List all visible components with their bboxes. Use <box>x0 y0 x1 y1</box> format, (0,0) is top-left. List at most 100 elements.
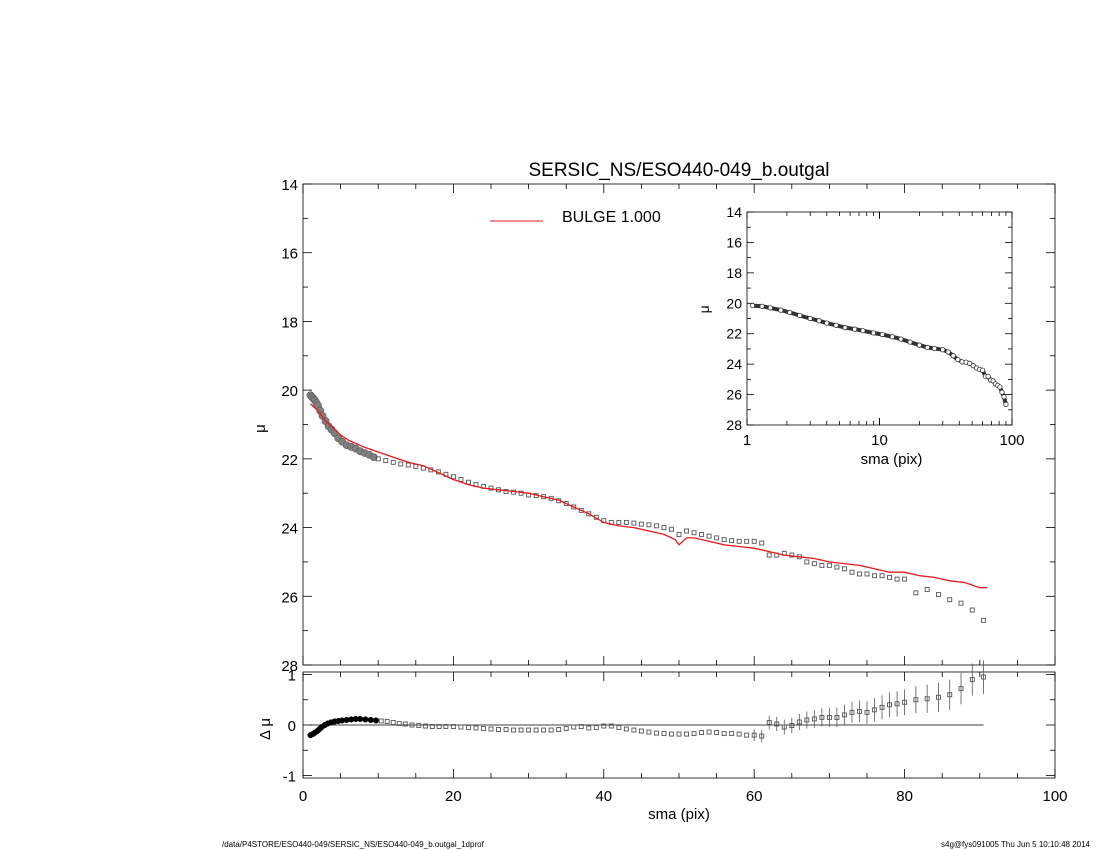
inset-data-point <box>759 303 765 309</box>
residual-point <box>409 722 415 728</box>
residual-point <box>533 727 539 733</box>
main-data-point <box>736 538 742 544</box>
main-data-point <box>826 562 832 568</box>
inset-data-point <box>955 356 961 363</box>
residual-point <box>774 721 780 727</box>
main-data-point <box>691 530 697 536</box>
main-data-point <box>699 531 705 537</box>
residual-point <box>969 677 975 683</box>
main-data-point <box>864 571 870 577</box>
inset-data-point <box>898 336 904 342</box>
residual-point <box>518 727 524 733</box>
inset-ytick-label: 28 <box>726 417 742 433</box>
residual-point <box>766 720 772 725</box>
residual-point <box>571 724 577 730</box>
chart-title: SERSIC_NS/ESO440-049_b.outgal <box>528 160 829 181</box>
main-data-point <box>811 561 817 567</box>
residual-point <box>623 726 629 732</box>
residual-point <box>714 730 720 736</box>
main-data-point <box>744 538 750 544</box>
residual-point <box>781 724 787 730</box>
inset-data-point <box>931 345 938 352</box>
residual-point <box>887 702 893 708</box>
main-data-point <box>849 569 855 575</box>
inset-data-point <box>980 367 986 373</box>
inset-data-point <box>967 360 973 366</box>
inset-data-point <box>985 373 991 379</box>
inset-ytick-label: 18 <box>726 265 742 281</box>
main-data-point <box>789 552 795 558</box>
inset-data-point <box>787 309 793 316</box>
inset-data-point <box>916 342 922 348</box>
residual-point <box>511 727 517 733</box>
main-data-point <box>450 474 456 480</box>
residual-point <box>548 727 554 733</box>
legend-label-bulge: BULGE 1.000 <box>562 209 661 226</box>
residual-point <box>436 724 442 729</box>
main-panel: 14 16 18 20 22 24 26 28 μ BULGE 1.000 <box>252 177 1056 675</box>
residual-point <box>736 731 742 737</box>
residual-point <box>834 714 840 720</box>
main-ytick-label: 14 <box>281 177 298 194</box>
main-data-point <box>872 573 877 579</box>
main-data-point <box>390 459 396 465</box>
inset-xlabel: sma (pix) <box>861 451 923 468</box>
main-data-point <box>638 521 644 527</box>
main-data-point <box>947 597 953 603</box>
residual-point <box>857 708 862 714</box>
main-ylabel: μ <box>252 424 269 433</box>
residual-point <box>902 699 908 705</box>
main-data-point <box>766 552 772 558</box>
residual-point <box>357 715 364 722</box>
residual-xtick-label: 60 <box>746 788 763 805</box>
main-data-point <box>729 538 735 544</box>
residual-point <box>653 730 659 736</box>
residual-point <box>894 701 900 707</box>
inset-panel: 14 16 18 20 22 24 26 281 10 100 sma (pix) μ <box>696 204 1025 468</box>
residual-point <box>729 731 735 737</box>
main-ytick-label: 20 <box>281 383 298 400</box>
residual-point <box>819 714 825 720</box>
main-data-point <box>578 507 584 513</box>
residual-point <box>402 721 408 727</box>
main-data-point <box>879 573 885 579</box>
residual-xtick-label: 100 <box>1042 788 1067 805</box>
main-data-point <box>631 520 637 526</box>
inset-data-point <box>767 305 773 311</box>
inset-data-point <box>816 318 822 324</box>
main-data-point <box>405 462 411 468</box>
residual-point <box>691 731 697 737</box>
inset-data-point <box>879 331 885 338</box>
main-data-point <box>623 519 629 525</box>
inset-ytick-label: 14 <box>726 204 742 220</box>
model-line-bulge <box>310 403 988 589</box>
footer-path: /data/P4STORE/ESO440-049/SERSIC_NS/ESO44… <box>222 840 484 849</box>
main-ytick-label: 18 <box>281 314 298 331</box>
residual-point <box>631 727 637 733</box>
residual-point <box>661 731 667 737</box>
inset-data-point <box>824 320 830 326</box>
inset-data-point <box>907 339 913 345</box>
residual-point <box>443 724 449 729</box>
inset-data-point <box>945 349 951 355</box>
residual-point <box>481 726 486 731</box>
residual-point <box>378 718 384 724</box>
residual-point <box>458 724 464 730</box>
residual-point <box>372 717 379 724</box>
residual-point <box>789 723 795 728</box>
residual-point <box>811 716 817 722</box>
residual-point <box>699 730 705 736</box>
residual-point <box>935 694 941 700</box>
residual-point <box>616 725 622 730</box>
main-data-point <box>857 571 862 577</box>
residual-point <box>503 727 509 732</box>
inset-ytick-label: 16 <box>726 234 742 250</box>
inset-data-point <box>1003 401 1009 408</box>
residual-point <box>796 719 802 725</box>
residual-point <box>947 692 953 698</box>
residual-point <box>593 725 599 730</box>
main-ytick-label: 28 <box>281 658 298 675</box>
main-data-point <box>616 519 622 525</box>
inset-data-point <box>797 312 803 319</box>
